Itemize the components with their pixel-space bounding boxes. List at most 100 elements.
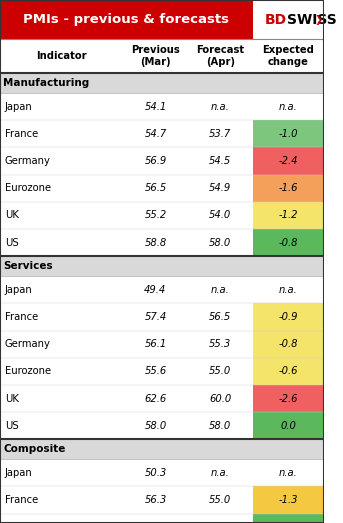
Text: ❯: ❯ [314,15,322,25]
Text: n.a.: n.a. [279,101,298,112]
Bar [0,514,324,523]
Bar [252,412,324,439]
Bar [0,93,324,120]
Bar [252,147,324,175]
Bar [252,303,324,331]
Bar [252,202,324,229]
Text: BD: BD [264,13,287,27]
Bar [0,412,324,439]
Text: -1.0: -1.0 [279,522,298,523]
Bar [252,0,324,39]
Bar [0,459,324,486]
Bar [0,303,324,331]
Text: Previous
(Mar): Previous (Mar) [131,46,180,67]
Text: UK: UK [5,210,19,221]
Text: Composite: Composite [3,444,66,454]
Bar [0,385,324,412]
Text: SWISS: SWISS [287,13,336,27]
Text: 58.0: 58.0 [209,420,231,431]
Text: Services: Services [3,261,53,271]
Text: Japan: Japan [5,468,33,478]
Text: 54.0: 54.0 [209,210,231,221]
Text: n.a.: n.a. [279,468,298,478]
Text: n.a.: n.a. [211,285,229,295]
Bar [0,331,324,358]
Bar [252,358,324,385]
Text: 56.5: 56.5 [144,183,167,194]
Text: 56.9: 56.9 [144,156,167,166]
Text: 0.0: 0.0 [280,420,296,431]
Text: 58.0: 58.0 [209,237,231,248]
Text: 55.1: 55.1 [144,522,167,523]
Text: Germany: Germany [5,339,51,349]
Text: 57.4: 57.4 [144,312,167,322]
Bar [252,331,324,358]
Bar [0,175,324,202]
Text: 56.5: 56.5 [209,312,231,322]
Text: Expected
change: Expected change [262,46,314,67]
Text: 49.4: 49.4 [144,285,167,295]
Text: 56.1: 56.1 [144,339,167,349]
Text: Eurozone: Eurozone [5,183,51,194]
Text: 54.1: 54.1 [209,522,231,523]
Text: US: US [5,420,19,431]
Text: 58.8: 58.8 [144,237,167,248]
Text: 55.6: 55.6 [144,366,167,377]
Bar [252,486,324,514]
Bar [0,39,324,73]
Bar [252,175,324,202]
Text: -0.8: -0.8 [279,339,298,349]
Bar [0,229,324,256]
Text: 54.5: 54.5 [209,156,231,166]
Text: Germany: Germany [5,156,51,166]
Text: n.a.: n.a. [279,285,298,295]
Bar [0,256,324,276]
Bar [0,73,324,93]
Text: UK: UK [5,393,19,404]
Text: -0.6: -0.6 [279,366,298,377]
Text: -0.8: -0.8 [279,237,298,248]
Text: PMIs - previous & forecasts: PMIs - previous & forecasts [23,13,229,26]
Text: Japan: Japan [5,101,33,112]
Text: Japan: Japan [5,285,33,295]
Text: 53.7: 53.7 [209,129,231,139]
Text: Germany: Germany [5,522,51,523]
Text: -1.3: -1.3 [279,495,298,505]
Text: 60.0: 60.0 [209,393,231,404]
Text: 54.1: 54.1 [144,101,167,112]
Text: 50.3: 50.3 [144,468,167,478]
Bar [0,486,324,514]
Bar [0,120,324,147]
Text: -0.9: -0.9 [279,312,298,322]
Text: 55.0: 55.0 [209,495,231,505]
Text: 55.3: 55.3 [209,339,231,349]
Text: 62.6: 62.6 [144,393,167,404]
Bar [252,120,324,147]
Text: France: France [5,495,38,505]
Text: Indicator: Indicator [36,51,87,61]
Text: -2.6: -2.6 [279,393,298,404]
Text: -1.2: -1.2 [279,210,298,221]
Text: 58.0: 58.0 [144,420,167,431]
Text: n.a.: n.a. [211,468,229,478]
Text: 56.3: 56.3 [144,495,167,505]
Text: -1.6: -1.6 [279,183,298,194]
Text: France: France [5,312,38,322]
Text: Eurozone: Eurozone [5,366,51,377]
Bar [252,514,324,523]
Text: n.a.: n.a. [211,101,229,112]
Text: 55.0: 55.0 [209,366,231,377]
Bar [0,439,324,459]
Text: France: France [5,129,38,139]
Text: -1.0: -1.0 [279,129,298,139]
Text: US: US [5,237,19,248]
Bar [0,358,324,385]
Text: -2.4: -2.4 [279,156,298,166]
Text: Manufacturing: Manufacturing [3,78,90,88]
Text: 55.2: 55.2 [144,210,167,221]
Bar [0,147,324,175]
Bar [252,229,324,256]
Bar [252,385,324,412]
Text: 54.7: 54.7 [144,129,167,139]
Bar [0,0,252,39]
